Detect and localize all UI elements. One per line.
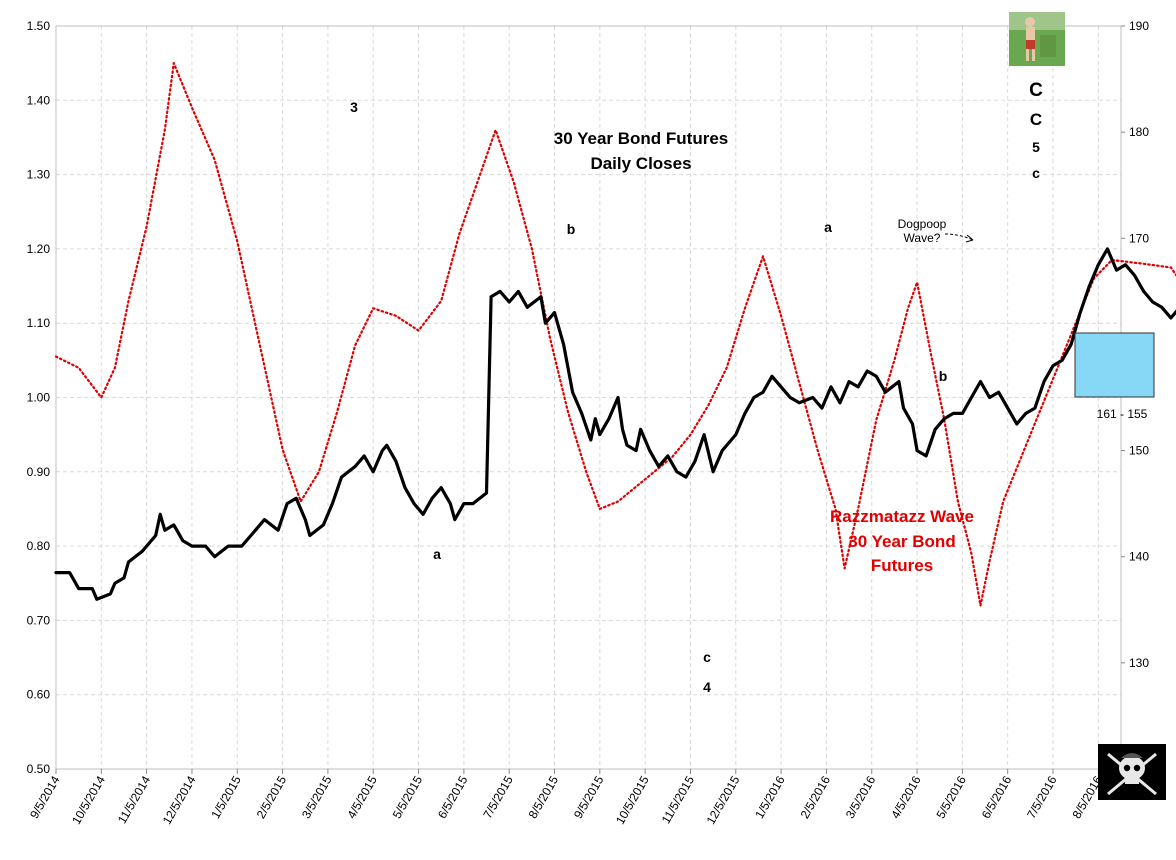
red-title-line3: Futures — [871, 556, 933, 575]
left-tick-label: 0.80 — [27, 539, 51, 553]
annotation-5: 5 — [1032, 139, 1040, 155]
dogpoop-note-line1: Dogpoop — [898, 217, 947, 231]
x-tick-label: 12/5/2014 — [160, 773, 199, 827]
x-tick-label: 6/5/2016 — [979, 773, 1015, 821]
right-tick-label: 180 — [1129, 125, 1149, 139]
annotation-c1: c — [703, 649, 711, 665]
red-title-line1: Razzmatazz Wave — [830, 507, 974, 526]
left-tick-label: 1.10 — [27, 316, 51, 330]
left-tick-label: 0.50 — [27, 762, 51, 776]
x-tick-label: 5/5/2015 — [390, 773, 426, 821]
x-tick-label: 4/5/2016 — [888, 773, 924, 821]
target-box — [1074, 332, 1155, 398]
x-tick-label: 3/5/2015 — [299, 773, 335, 821]
left-tick-label: 1.40 — [27, 93, 51, 107]
annotation-C: C — [1030, 110, 1042, 129]
x-tick-label: 1/5/2015 — [208, 773, 244, 821]
x-tick-label: 11/5/2014 — [115, 773, 154, 826]
x-tick-label: 10/5/2014 — [69, 773, 108, 827]
x-tick-label: 2/5/2016 — [798, 773, 834, 821]
right-tick-label: 150 — [1129, 444, 1149, 458]
right-tick-label: 170 — [1129, 231, 1149, 245]
left-tick-label: 0.90 — [27, 465, 51, 479]
x-axis-ticks: 9/5/2014 10/5/2014 11/5/2014 12/5/2014 1/5/2… — [27, 769, 1105, 827]
chart-title-line1: 30 Year Bond Futures — [554, 129, 728, 148]
x-tick-label: 11/5/2015 — [659, 773, 698, 826]
right-tick-label: 140 — [1129, 550, 1149, 564]
grid — [56, 26, 1121, 769]
bond-futures-line — [54, 247, 1176, 601]
right-tick-label: 130 — [1129, 656, 1149, 670]
annotation-b1: b — [567, 221, 576, 237]
right-tick-label: 190 — [1129, 19, 1149, 33]
series-layer — [54, 62, 1176, 607]
left-tick-label: 1.30 — [27, 168, 51, 182]
pirate-logo — [1098, 744, 1166, 800]
annotation-4: 4 — [703, 679, 711, 695]
left-tick-label: 1.00 — [27, 391, 51, 405]
x-tick-label: 7/5/2015 — [480, 773, 516, 821]
x-tick-label: 5/5/2016 — [933, 773, 969, 821]
photo-thumbnail — [1009, 12, 1065, 66]
left-axis-ticks: 0.50 0.60 0.70 0.80 0.90 1.00 1.10 1.20 1.30 1.40… — [27, 19, 51, 776]
annotation-b2: b — [939, 368, 948, 384]
x-tick-label: 9/5/2015 — [571, 773, 607, 821]
annotation-3: 3 — [350, 99, 358, 115]
left-tick-label: 0.70 — [27, 613, 51, 627]
x-tick-label: 7/5/2016 — [1024, 773, 1060, 821]
left-tick-label: 0.60 — [27, 688, 51, 702]
annotation-a2: a — [824, 219, 832, 235]
annotation-c2: c — [1032, 165, 1040, 181]
dogpoop-arrow — [944, 233, 974, 241]
annotation-a1: a — [433, 546, 441, 562]
dogpoop-note-line2: Wave? — [904, 231, 941, 245]
razzmatazz-wave-line — [54, 62, 1176, 607]
target-box-label: 161 - 155 — [1097, 407, 1148, 421]
x-tick-label: 2/5/2015 — [254, 773, 290, 821]
x-tick-label: 4/5/2015 — [344, 773, 380, 821]
left-tick-label: 1.50 — [27, 19, 51, 33]
x-tick-label: 3/5/2016 — [843, 773, 879, 821]
red-title-line2: 30 Year Bond — [848, 532, 955, 551]
chart-title-line2: Daily Closes — [590, 154, 691, 173]
x-tick-label: 1/5/2016 — [752, 773, 788, 821]
dogpoop-arrowhead — [965, 234, 974, 243]
x-tick-label: 9/5/2014 — [27, 773, 63, 821]
x-tick-label: 12/5/2015 — [704, 773, 743, 827]
x-tick-label: 8/5/2015 — [526, 773, 562, 821]
annotation-C-big: C — [1029, 80, 1043, 101]
x-tick-label: 6/5/2015 — [435, 773, 471, 821]
x-tick-label: 10/5/2015 — [613, 773, 652, 827]
left-tick-label: 1.20 — [27, 242, 51, 256]
